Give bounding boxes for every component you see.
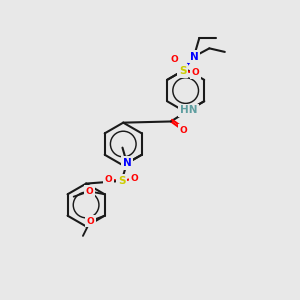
Text: O: O <box>179 126 187 135</box>
Text: O: O <box>85 187 93 196</box>
Text: O: O <box>86 217 94 226</box>
Text: HN: HN <box>180 105 197 115</box>
Text: S: S <box>118 176 125 186</box>
Text: O: O <box>170 55 178 64</box>
Text: N: N <box>190 52 198 62</box>
Text: S: S <box>179 66 186 76</box>
Text: O: O <box>130 174 138 183</box>
Text: N: N <box>122 158 131 168</box>
Text: O: O <box>104 175 112 184</box>
Text: O: O <box>191 68 199 77</box>
